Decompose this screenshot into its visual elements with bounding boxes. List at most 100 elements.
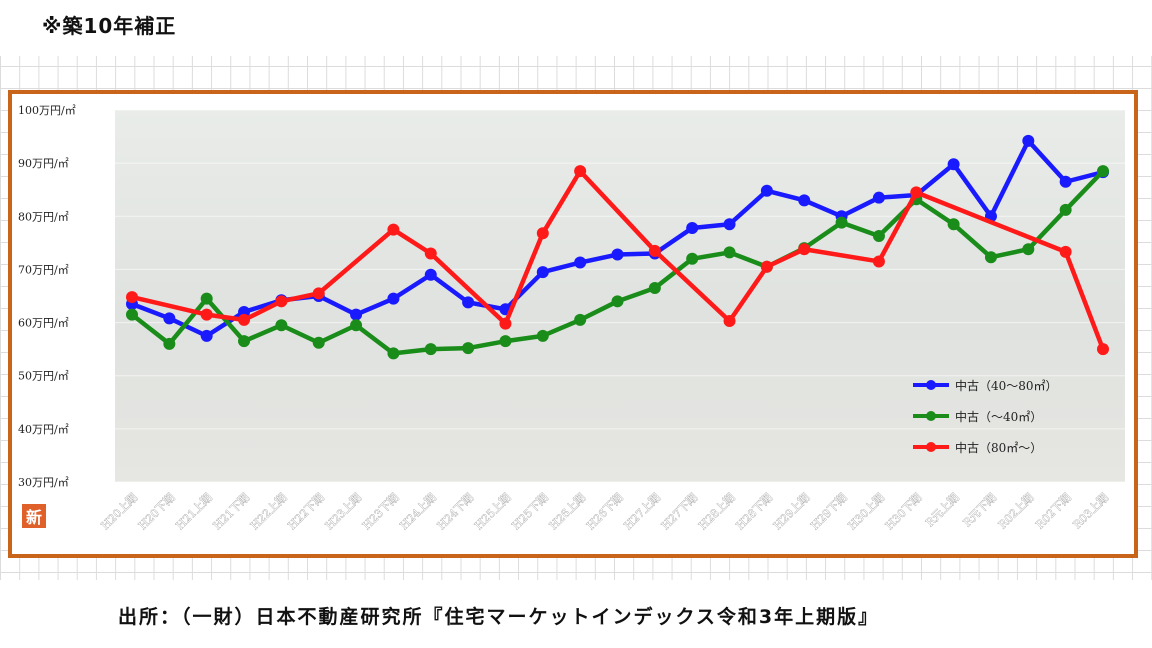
data-point bbox=[611, 248, 624, 261]
data-point bbox=[424, 343, 437, 356]
data-point bbox=[387, 292, 400, 305]
x-tick-label: H27下期 bbox=[659, 491, 700, 532]
data-point bbox=[1097, 343, 1109, 356]
legend-swatch-marker bbox=[926, 442, 936, 452]
data-point bbox=[350, 319, 363, 332]
data-point bbox=[686, 221, 699, 234]
data-point bbox=[723, 246, 736, 259]
x-axis: H20上期H20下期H21上期H21下期H22上期H22下期H23上期H23下期… bbox=[98, 491, 1112, 533]
data-point bbox=[760, 260, 773, 273]
x-tick-label: R元下期 bbox=[961, 491, 999, 529]
data-point bbox=[910, 186, 923, 199]
x-tick-label: H26下期 bbox=[584, 491, 625, 532]
series-line bbox=[129, 168, 1106, 352]
data-point bbox=[163, 337, 176, 350]
data-point bbox=[648, 282, 661, 295]
x-tick-label: R02下期 bbox=[1033, 491, 1074, 532]
legend-label: 中古（40～80㎡） bbox=[955, 378, 1058, 393]
data-point bbox=[238, 335, 251, 348]
data-point bbox=[200, 329, 213, 342]
y-tick-label: 40万円/㎡ bbox=[18, 423, 69, 436]
data-point bbox=[312, 287, 325, 300]
x-tick-label: H22下期 bbox=[285, 491, 326, 532]
x-tick-label: H20下期 bbox=[136, 491, 177, 532]
data-point bbox=[611, 295, 624, 308]
data-point bbox=[350, 308, 363, 321]
x-tick-label: H26上期 bbox=[547, 491, 588, 532]
data-point bbox=[126, 291, 138, 304]
legend-label: 中古（～40㎡） bbox=[955, 409, 1042, 424]
source-citation: 出所：（一財）日本不動産研究所『住宅マーケットインデックス令和3年上期版』 bbox=[118, 606, 880, 628]
data-point bbox=[760, 184, 773, 197]
data-point bbox=[424, 268, 437, 281]
data-point bbox=[163, 312, 176, 325]
x-tick-label: H25上期 bbox=[472, 491, 513, 532]
x-tick-label: H22上期 bbox=[248, 491, 289, 532]
data-point bbox=[1059, 175, 1072, 188]
x-tick-label: H28下期 bbox=[734, 491, 775, 532]
legend: 中古（40～80㎡） 中古（～40㎡） 中古（80㎡～） bbox=[913, 378, 1058, 455]
y-tick-label: 30万円/㎡ bbox=[18, 476, 69, 489]
data-point bbox=[462, 342, 475, 355]
x-tick-label: H27上期 bbox=[622, 491, 663, 532]
data-point bbox=[947, 218, 960, 231]
x-tick-label: H21上期 bbox=[173, 491, 214, 532]
data-point bbox=[723, 314, 736, 327]
data-point bbox=[424, 247, 437, 260]
data-point bbox=[275, 319, 288, 332]
age-correction-note: ※築10年補正 bbox=[42, 14, 177, 38]
data-point bbox=[499, 317, 512, 330]
data-point bbox=[536, 227, 549, 240]
data-point bbox=[574, 256, 587, 269]
data-point bbox=[723, 218, 736, 231]
x-tick-label: H29上期 bbox=[771, 491, 812, 532]
y-tick-label: 90万円/㎡ bbox=[18, 157, 69, 170]
data-point bbox=[872, 229, 885, 242]
data-point bbox=[200, 292, 213, 305]
data-point bbox=[574, 165, 587, 178]
data-point bbox=[536, 266, 549, 279]
y-tick-label: 60万円/㎡ bbox=[18, 317, 69, 330]
data-point bbox=[1059, 203, 1072, 216]
data-point bbox=[835, 216, 848, 229]
data-point bbox=[798, 243, 811, 256]
x-tick-label: R03上期 bbox=[1071, 491, 1112, 532]
top-band bbox=[0, 0, 1152, 56]
x-tick-label: H25下期 bbox=[509, 491, 550, 532]
data-point bbox=[499, 335, 512, 348]
series-layer bbox=[126, 134, 1109, 360]
data-point bbox=[536, 329, 549, 342]
data-point bbox=[200, 308, 213, 321]
data-point bbox=[984, 251, 997, 264]
data-point bbox=[312, 336, 325, 349]
data-point bbox=[872, 255, 885, 268]
data-point bbox=[1022, 243, 1035, 256]
line-chart: 30万円/㎡ 40万円/㎡ 50万円/㎡ 60万円/㎡ 70万円/㎡ 80万円/㎡ 90万円… bbox=[18, 104, 1125, 533]
data-point bbox=[648, 244, 661, 257]
y-tick-label: 70万円/㎡ bbox=[18, 263, 69, 276]
data-point bbox=[1022, 134, 1035, 147]
data-point bbox=[798, 194, 811, 207]
x-tick-label: H28上期 bbox=[696, 491, 737, 532]
x-tick-label: H24下期 bbox=[435, 491, 476, 532]
legend-label: 中古（80㎡～） bbox=[955, 440, 1042, 455]
publisher-logo: 新 bbox=[22, 504, 46, 528]
data-point bbox=[462, 296, 475, 309]
x-tick-label: H23下期 bbox=[360, 491, 401, 532]
data-point bbox=[947, 158, 960, 171]
data-point bbox=[126, 308, 138, 321]
data-point bbox=[275, 295, 288, 308]
data-point bbox=[387, 223, 400, 236]
bottom-band bbox=[0, 580, 1152, 648]
data-point bbox=[1059, 245, 1072, 258]
y-tick-label: 100万円/㎡ bbox=[18, 104, 76, 117]
x-tick-label: H30下期 bbox=[883, 491, 924, 532]
y-tick-label: 80万円/㎡ bbox=[18, 210, 69, 223]
x-tick-label: H20上期 bbox=[99, 491, 140, 532]
data-point bbox=[686, 252, 699, 265]
data-point bbox=[238, 313, 251, 326]
data-point bbox=[387, 347, 400, 360]
x-tick-label: H29下期 bbox=[808, 491, 849, 532]
x-tick-label: H23上期 bbox=[323, 491, 364, 532]
y-tick-label: 50万円/㎡ bbox=[18, 370, 69, 383]
